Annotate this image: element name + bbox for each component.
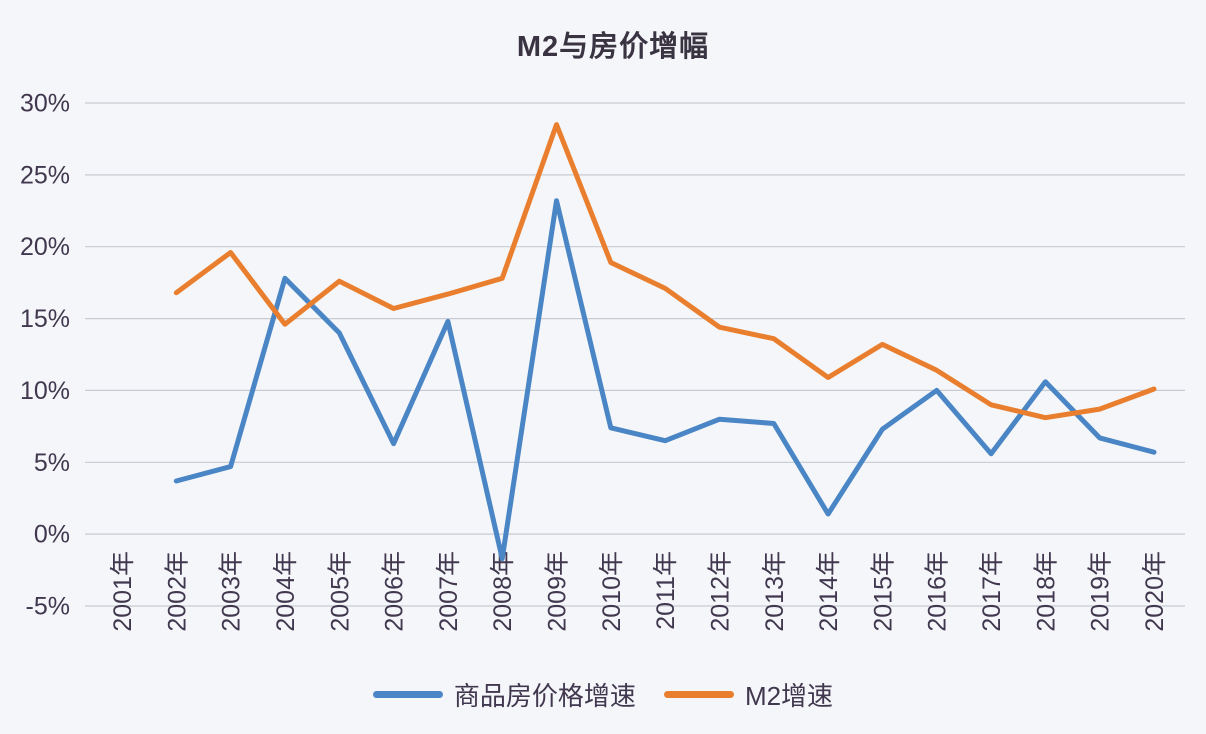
chart-legend: 商品房价格增速 M2增速: [0, 676, 1206, 713]
x-tick-label: 2011年: [652, 551, 680, 630]
y-tick-label: 20%: [20, 233, 70, 261]
y-tick-label: 25%: [20, 161, 70, 189]
x-tick-label: 2020年: [1141, 551, 1169, 632]
legend-item-house-price: 商品房价格增速: [372, 676, 636, 713]
x-tick-label: 2012年: [707, 551, 735, 632]
x-tick-label: 2004年: [272, 551, 300, 632]
series-line-m2: [173, 122, 1157, 421]
legend-label-house-price: 商品房价格增速: [453, 681, 636, 711]
y-tick-label: 15%: [20, 305, 70, 333]
x-tick-label: 2006年: [381, 551, 409, 632]
series-line-house-price: [173, 198, 1157, 562]
x-tick-label: 2005年: [326, 551, 354, 632]
x-tick-label: 2008年: [489, 551, 517, 632]
x-tick-label: 2010年: [598, 551, 626, 632]
x-tick-label: 2016年: [924, 551, 952, 632]
legend-swatch-m2: [663, 691, 734, 698]
y-tick-label: 10%: [20, 377, 70, 405]
y-tick-label: -5%: [26, 593, 70, 621]
legend-label-m2: M2增速: [744, 681, 834, 711]
x-tick-label: 2003年: [218, 551, 246, 632]
x-tick-label: 2009年: [544, 551, 572, 632]
legend-swatch-house-price: [372, 691, 443, 698]
x-tick-label: 2014年: [815, 551, 843, 632]
x-tick-label: 2002年: [163, 551, 191, 632]
y-tick-label: 0%: [34, 521, 70, 549]
x-tick-label: 2007年: [435, 551, 463, 632]
y-tick-label: 5%: [34, 449, 70, 477]
x-tick-label: 2015年: [869, 551, 897, 632]
x-tick-label: 2013年: [761, 551, 789, 632]
y-tick-label: 30%: [20, 90, 70, 118]
legend-item-m2: M2增速: [663, 676, 834, 713]
x-tick-label: 2019年: [1087, 551, 1115, 632]
chart-title: M2与房价增幅: [516, 31, 710, 63]
x-tick-label: 2001年: [109, 551, 137, 632]
x-tick-label: 2017年: [978, 551, 1006, 632]
x-tick-label: 2018年: [1032, 551, 1060, 632]
